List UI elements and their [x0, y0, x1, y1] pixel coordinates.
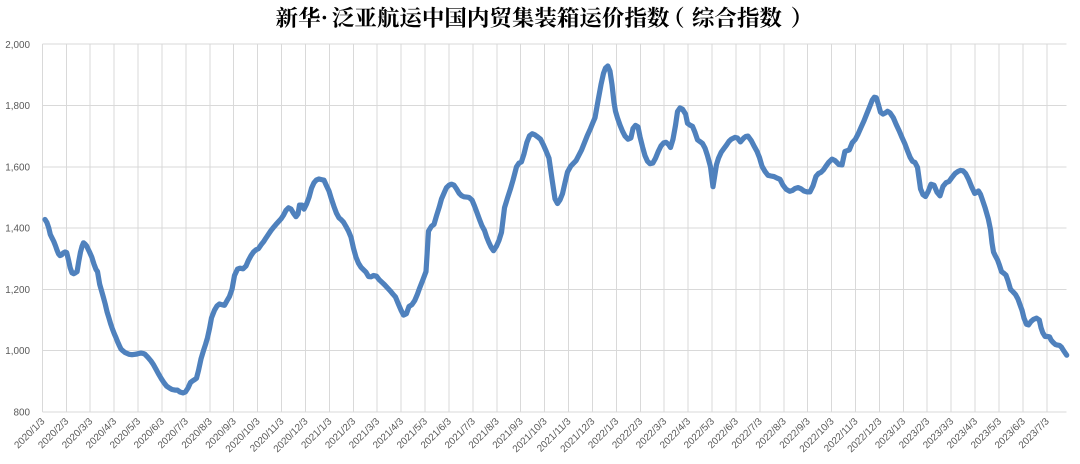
svg-text:1,600: 1,600 — [5, 162, 30, 173]
svg-text:2,000: 2,000 — [5, 40, 30, 51]
svg-text:1,400: 1,400 — [5, 224, 30, 235]
svg-text:1,200: 1,200 — [5, 285, 30, 296]
svg-text:800: 800 — [14, 408, 31, 419]
svg-text:1,800: 1,800 — [5, 101, 30, 112]
svg-text:1,000: 1,000 — [5, 346, 30, 357]
